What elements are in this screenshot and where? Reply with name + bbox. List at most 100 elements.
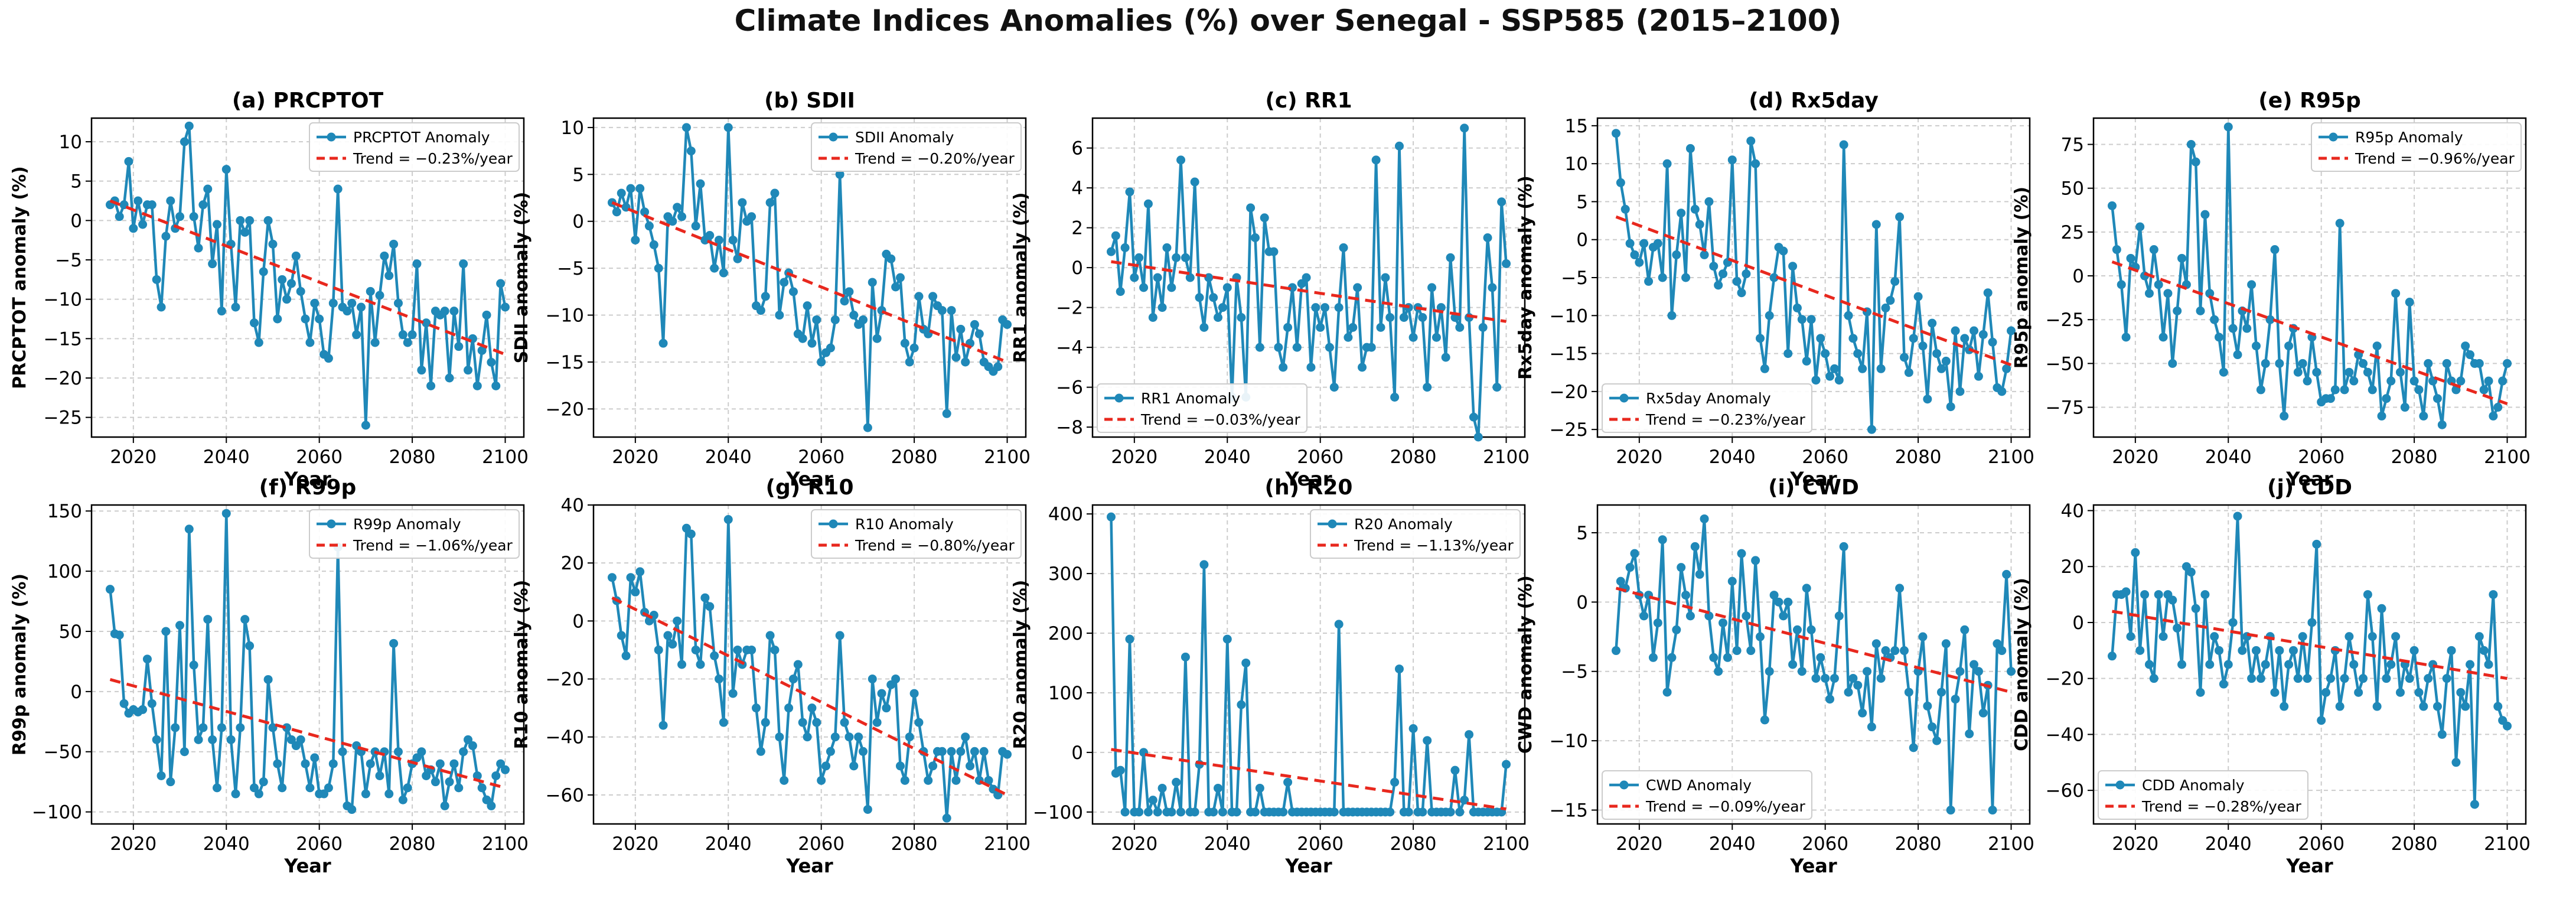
- data-point: [2261, 660, 2270, 669]
- data-point: [1167, 807, 1176, 817]
- data-point: [1492, 383, 1502, 392]
- data-point: [947, 747, 956, 756]
- y-tick-label: 5: [572, 164, 584, 185]
- plot-frame: [592, 504, 1027, 825]
- chart-title: (c) RR1: [1265, 89, 1352, 113]
- data-point: [900, 776, 909, 785]
- data-point: [240, 227, 250, 237]
- data-point: [1704, 611, 1714, 621]
- data-point: [617, 188, 626, 198]
- plot-frame: [1091, 504, 1526, 825]
- data-point: [1936, 688, 1946, 697]
- data-point: [384, 271, 394, 281]
- data-point: [2200, 590, 2210, 600]
- y-axis-label: PRCPTOT anomaly (%): [9, 166, 30, 389]
- legend: R20 Anomaly Trend = −1.13%/year: [1310, 509, 1521, 559]
- data-point: [1630, 549, 1639, 558]
- data-point: [2144, 289, 2154, 298]
- data-point: [2474, 359, 2484, 368]
- data-point: [1625, 563, 1635, 572]
- data-point: [203, 615, 213, 624]
- data-point: [2219, 367, 2228, 377]
- data-point: [231, 302, 240, 312]
- data-point: [282, 723, 292, 732]
- data-point: [1222, 634, 1232, 644]
- data-point: [654, 263, 663, 273]
- data-point: [1993, 639, 2002, 649]
- y-tick-label: 6: [1071, 138, 1083, 159]
- data-point: [2503, 359, 2512, 368]
- legend-frame: [811, 509, 1022, 559]
- data-point: [501, 302, 510, 312]
- data-point: [491, 771, 501, 780]
- data-point: [1685, 611, 1695, 621]
- data-point: [1269, 247, 1279, 256]
- data-point: [1329, 807, 1339, 817]
- data-point: [631, 587, 640, 597]
- y-tick-label: −20: [546, 399, 584, 420]
- y-tick-label: 4: [1071, 178, 1083, 199]
- legend-frame: [1310, 509, 1521, 559]
- data-point: [775, 311, 784, 320]
- data-point: [2447, 646, 2456, 655]
- data-point: [2168, 595, 2177, 605]
- data-point: [1199, 560, 1209, 569]
- data-point: [1936, 364, 1946, 373]
- data-point: [1951, 695, 1960, 704]
- x-tick-label: 2060: [296, 447, 343, 468]
- data-point: [301, 759, 310, 768]
- data-point: [2002, 569, 2011, 579]
- data-point: [668, 217, 677, 226]
- data-point: [213, 783, 222, 793]
- data-point: [1488, 283, 1497, 292]
- y-tick-label: −15: [44, 328, 82, 350]
- data-point: [328, 759, 338, 768]
- data-point: [422, 771, 431, 780]
- series-line: [2111, 125, 2509, 426]
- data-point: [1746, 646, 1756, 656]
- data-point: [249, 318, 259, 328]
- data-point: [905, 357, 914, 367]
- data-point: [2372, 341, 2382, 351]
- data-point: [840, 718, 849, 727]
- legend-trend-label: Trend = −1.06%/year: [353, 537, 513, 554]
- data-point: [1853, 349, 1863, 359]
- data-point: [2288, 646, 2298, 655]
- legend: R99p Anomaly Trend = −1.06%/year: [309, 509, 520, 559]
- chart-title: (g) R10: [765, 475, 853, 500]
- data-point: [1983, 288, 1993, 298]
- data-point: [1390, 777, 1400, 787]
- data-point: [700, 593, 710, 602]
- data-point: [2503, 721, 2512, 731]
- y-tick-label: 20: [561, 553, 584, 574]
- x-tick-label: 2080: [891, 447, 938, 468]
- data-point: [1334, 303, 1344, 312]
- data-point: [2228, 324, 2238, 333]
- data-point: [124, 157, 133, 166]
- data-point: [1399, 313, 1408, 322]
- data-point: [1311, 303, 1320, 312]
- legend-series-label: SDII Anomaly: [855, 129, 954, 146]
- data-point: [830, 732, 840, 742]
- data-point: [2405, 298, 2414, 307]
- data-point: [1139, 283, 1149, 292]
- data-point: [788, 675, 798, 684]
- data-point: [956, 324, 966, 334]
- data-point: [496, 279, 506, 288]
- y-tick-label: −25: [1550, 419, 1588, 441]
- data-point: [2303, 674, 2312, 683]
- data-point: [2400, 403, 2409, 412]
- data-point: [240, 615, 250, 624]
- data-point: [673, 616, 682, 625]
- data-point: [426, 381, 436, 390]
- data-point: [1209, 807, 1218, 817]
- data-point: [1690, 542, 1700, 551]
- data-point: [1148, 313, 1157, 322]
- legend-series-label: R20 Anomaly: [1354, 516, 1453, 533]
- data-point: [928, 292, 938, 301]
- data-point: [1704, 197, 1714, 206]
- legend: SDII Anomaly Trend = −0.20%/year: [811, 122, 1022, 172]
- data-point: [487, 357, 496, 367]
- y-tick-label: −6: [1056, 377, 1083, 399]
- y-tick-label: 200: [1048, 623, 1083, 644]
